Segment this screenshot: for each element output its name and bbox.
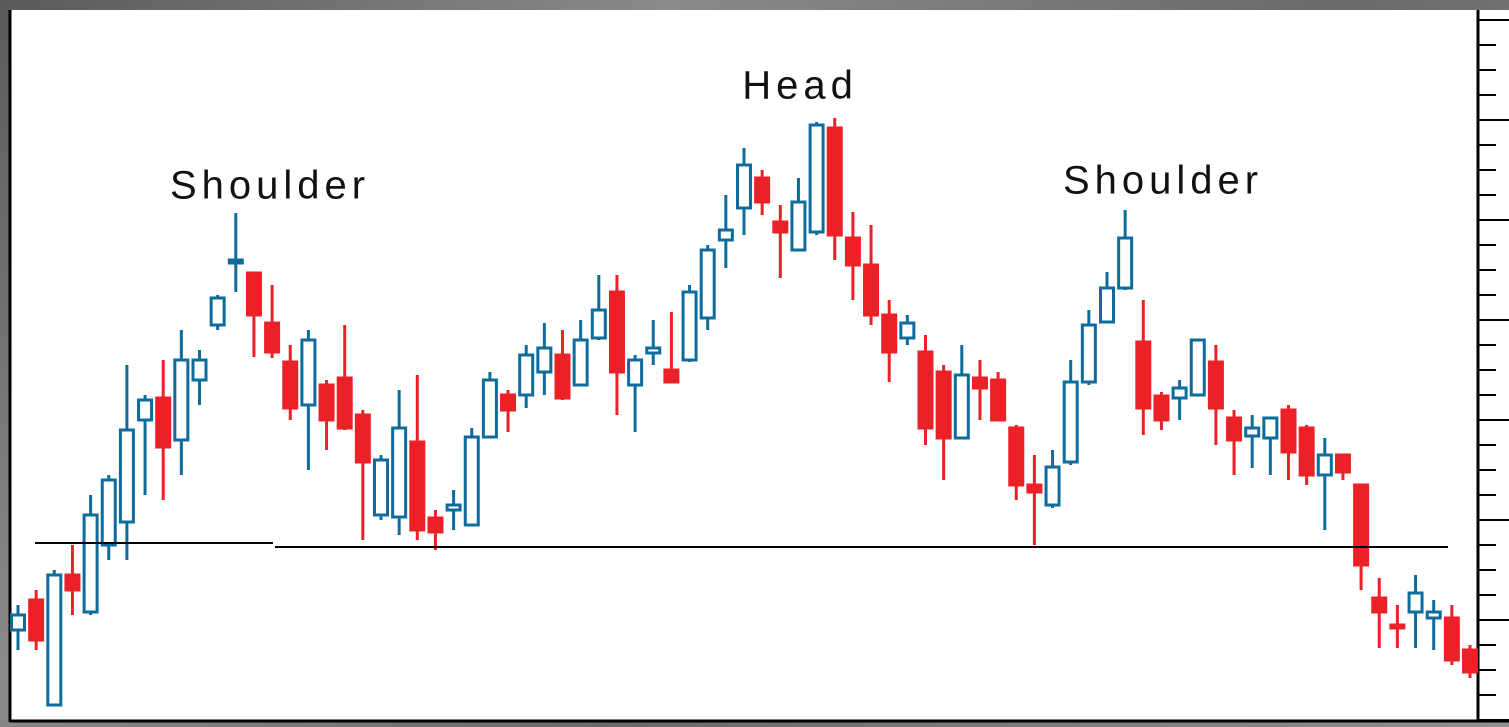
candle-body: [336, 376, 353, 430]
candle-body: [736, 163, 752, 210]
candle-body: [754, 176, 771, 204]
candle-body: [790, 200, 807, 252]
candle-body: [1153, 394, 1170, 422]
candle-body: [881, 313, 898, 354]
candle-body: [536, 346, 553, 374]
candle-body: [699, 248, 716, 320]
candle-body: [46, 573, 63, 707]
candle-body: [173, 358, 190, 442]
candle-body: [572, 338, 589, 387]
candle-body: [1171, 386, 1188, 400]
candle-body: [1371, 596, 1388, 614]
candle-body: [1244, 426, 1261, 438]
candle-body: [1280, 408, 1297, 454]
candle-body: [354, 413, 371, 464]
candle-body: [899, 321, 916, 340]
candle-body: [137, 398, 154, 422]
candle-body: [608, 290, 625, 374]
candle-body: [64, 573, 81, 592]
candle-body: [1099, 286, 1115, 324]
candle-body: [245, 271, 262, 317]
candle-body: [155, 396, 172, 449]
candle-body: [681, 290, 698, 362]
candle-body: [1389, 623, 1406, 630]
candle-body: [917, 350, 934, 430]
candle-body: [590, 308, 607, 340]
candle-body: [1443, 616, 1460, 662]
candle-body: [1407, 591, 1424, 614]
candle-body: [282, 360, 299, 410]
candle-body: [318, 383, 335, 422]
plot-area: [10, 10, 1509, 722]
candle-body: [373, 458, 389, 517]
candle-body: [500, 393, 517, 412]
candle-body: [1189, 338, 1206, 397]
candle-body: [1262, 416, 1279, 440]
candle-body: [1080, 323, 1097, 384]
candle-body: [427, 516, 444, 534]
candle-body: [1226, 416, 1243, 442]
candle-body: [1026, 483, 1043, 494]
candle-body: [227, 258, 244, 265]
candle-body: [627, 358, 644, 387]
candle-body: [481, 378, 498, 439]
candle-body: [1353, 483, 1370, 567]
candle-body: [1008, 426, 1025, 487]
candle-body: [1462, 648, 1478, 674]
candle-body: [264, 321, 281, 354]
candle-body: [953, 373, 970, 440]
annotation: Shoulder: [170, 164, 370, 208]
candle-body: [971, 376, 988, 390]
candle-body: [82, 513, 99, 614]
candle-body: [826, 126, 843, 237]
candle-body: [300, 338, 317, 407]
candle-body: [28, 598, 45, 642]
candle-body: [1334, 453, 1351, 474]
candle-body: [1298, 426, 1315, 477]
annotation: Head: [742, 64, 858, 108]
candle-body: [717, 228, 734, 242]
candle-body: [191, 358, 208, 382]
annotation: Shoulder: [1063, 159, 1263, 203]
candle-body: [1044, 465, 1061, 507]
candle-body: [100, 478, 117, 547]
candle-body: [1062, 380, 1079, 464]
candle-body: [10, 613, 26, 632]
candle-body: [1207, 360, 1224, 410]
candle-body: [463, 435, 480, 527]
candle-body: [554, 353, 571, 400]
candle-body: [445, 503, 462, 512]
candle-body: [772, 220, 789, 234]
candle-body: [645, 346, 662, 355]
candle-body: [118, 428, 135, 524]
candle-body: [844, 236, 861, 267]
candle-body: [990, 378, 1007, 422]
candle-body: [1135, 340, 1152, 410]
candle-body: [391, 426, 408, 519]
candle-body: [1425, 610, 1442, 620]
candle-body: [663, 368, 680, 384]
candle-body: [1316, 453, 1333, 477]
candle-body: [518, 353, 535, 397]
candle-body: [863, 263, 880, 317]
candle-body: [935, 370, 952, 440]
candle-body: [209, 296, 226, 327]
candle-body: [808, 123, 825, 234]
candle-body: [409, 440, 426, 532]
candle-body: [1117, 236, 1134, 290]
